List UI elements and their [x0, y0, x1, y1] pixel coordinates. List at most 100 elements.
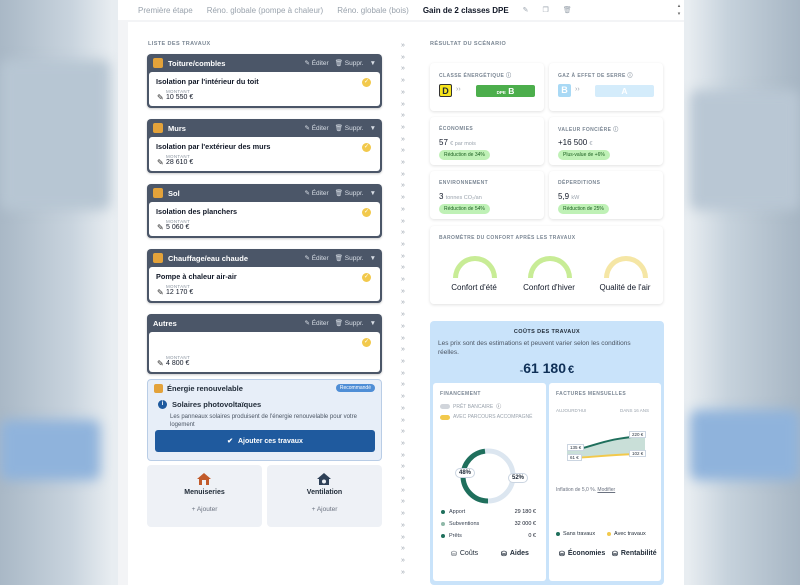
heating-icon	[153, 253, 163, 263]
tab-savings[interactable]: ⛁ Économies	[559, 550, 606, 558]
solar-description: Les panneaux solaires produisent de l'én…	[170, 414, 357, 428]
land-value: +16 500 €	[558, 138, 593, 147]
monthly-bills-panel: FACTURES MENSUELLES AUJOURD'HUI DANS 16 …	[549, 383, 661, 581]
works-title: LISTE DES TRAVAUX	[148, 41, 211, 47]
chevron-down-icon[interactable]: ▼	[369, 59, 376, 67]
work-card-header: Chauffage/eau chaude ✎ Éditer 🗑 Suppr. ▼	[147, 249, 382, 267]
savings-value: 57 € par mois	[439, 138, 476, 147]
today-label: AUJOURD'HUI	[556, 408, 587, 413]
edit-button[interactable]: ✎ Éditer	[304, 255, 329, 262]
check-icon: ✓	[362, 273, 371, 282]
legend-with: Avec travaux	[607, 531, 646, 537]
pct-right: 52%	[508, 473, 529, 483]
chevron-down-icon[interactable]: ▼	[369, 319, 376, 327]
work-item[interactable]: Pompe à chaleur air-air ✎ MONTANT 12 170…	[149, 267, 380, 301]
amount-value: 12 170 €	[166, 289, 194, 296]
comfort-gauge	[604, 256, 648, 278]
reduction-pill: Réduction de 54%	[439, 204, 490, 214]
add-button[interactable]: + Ajouter	[311, 506, 338, 513]
tile-label: Menuiseries	[184, 489, 225, 496]
work-category: Chauffage/eau chaude	[168, 253, 249, 263]
info-icon: ⓘ	[496, 404, 502, 410]
ges-from-badge: B	[558, 84, 571, 97]
tab-gain-dpe[interactable]: Gain de 2 classes DPE	[422, 5, 509, 15]
copy-icon[interactable]: ❐	[542, 7, 549, 14]
expenses-value: 5,9 kW	[558, 192, 580, 201]
roof-icon	[153, 58, 163, 68]
edit-button[interactable]: ✎ Éditer	[304, 320, 329, 327]
card-label: GAZ À EFFET DE SERRE ⓘ	[558, 73, 633, 79]
tab-profitability[interactable]: ⛁ Rentabilité	[612, 550, 657, 558]
coins-icon: ⛁	[451, 551, 457, 558]
work-card: Murs ✎ Éditer 🗑 Suppr. ▼ Isolation par l'e…	[147, 119, 382, 173]
add-button[interactable]: + Ajouter	[191, 506, 218, 513]
renewable-title: Énergie renouvelable	[154, 384, 243, 393]
comfort-gauge	[453, 256, 497, 278]
legend-without: Sans travaux	[556, 531, 595, 537]
label-135: 135 €	[567, 444, 585, 451]
bank-loan-toggle[interactable]: PRÊT BANCAIRE ⓘ	[440, 403, 501, 410]
land-value-card: VALEUR FONCIÈRE ⓘ +16 500 € Plus-value d…	[549, 117, 663, 165]
amount-value: 28 610 €	[166, 159, 194, 166]
tab-costs[interactable]: ⛁ Coûts	[451, 550, 479, 558]
delete-button[interactable]: 🗑 Suppr.	[334, 125, 364, 132]
tab-aids[interactable]: ⛁ Aides	[501, 550, 529, 558]
work-category: Toiture/combles	[168, 58, 226, 68]
work-card: Sol ✎ Éditer 🗑 Suppr. ▼ Isolation des plan…	[147, 184, 382, 238]
future-label: DANS 16 ANS	[620, 408, 650, 413]
modify-link[interactable]: Modifier	[597, 487, 616, 493]
work-card: Chauffage/eau chaude ✎ Éditer 🗑 Suppr. ▼ P…	[147, 249, 382, 303]
pencil-icon: ✎	[157, 223, 164, 232]
tile-menuiseries[interactable]: Menuiseries + Ajouter	[147, 465, 262, 527]
delete-button[interactable]: 🗑 Suppr.	[334, 190, 364, 197]
savings-card: ÉCONOMIES 57 € par mois Réduction de 34%	[430, 117, 544, 165]
tab-premiere-etape[interactable]: Première étape	[138, 5, 193, 15]
add-works-button[interactable]: ✔ Ajouter ces travaux	[155, 430, 375, 452]
tile-ventilation[interactable]: Ventilation + Ajouter	[267, 465, 382, 527]
chevron-down-icon[interactable]: ▼	[369, 254, 376, 262]
check-icon: ✓	[362, 143, 371, 152]
card-label: BAROMÈTRE DU CONFORT APRÈS LES TRAVAUX	[439, 235, 576, 241]
info-icon: i	[158, 400, 167, 409]
amount-label: MONTANT	[166, 355, 191, 360]
amount-label: MONTANT	[166, 89, 191, 94]
tab-reno-pac[interactable]: Réno. globale (pompe à chaleur)	[206, 5, 324, 15]
amount-value: 10 550 €	[166, 94, 194, 101]
pct-left: 48%	[455, 468, 476, 478]
chevron-down-icon[interactable]: ▼	[369, 124, 376, 132]
delete-button[interactable]: 🗑 Suppr.	[334, 255, 364, 262]
amount-value: 5 060 €	[166, 224, 190, 231]
delete-button[interactable]: 🗑 Suppr.	[334, 320, 364, 327]
wall-icon	[153, 123, 163, 133]
work-item[interactable]: Isolation par l'extérieur des murs ✎ MON…	[149, 137, 380, 171]
renewable-energy-panel: Énergie renouvelable Recommandé i Solaire…	[147, 379, 382, 461]
work-item[interactable]: ✎ MONTANT 4 800 € ✓	[149, 332, 380, 372]
tab-reno-bois[interactable]: Réno. globale (bois)	[337, 5, 409, 15]
work-item-name: Pompe à chaleur air-air	[156, 272, 237, 281]
chevron-down-icon[interactable]: ▼	[369, 189, 376, 197]
monthly-label: FACTURES MENSUELLES	[556, 391, 627, 397]
environment-card: ENVIRONNEMENT 3 tonnes CO₂/an Réduction …	[430, 171, 544, 219]
work-item-name: Isolation des planchers	[156, 207, 238, 216]
accompanied-toggle[interactable]: AVEC PARCOURS ACCOMPAGNÉ	[440, 414, 532, 420]
trash-icon[interactable]: 🗑	[562, 7, 572, 14]
house-sun-icon	[154, 384, 163, 393]
comfort-label: Qualité de l'air	[599, 283, 651, 292]
coins-icon: ⛁	[612, 551, 618, 558]
work-item[interactable]: Isolation des planchers ✎ MONTANT 5 060 …	[149, 202, 380, 236]
edit-button[interactable]: ✎ Éditer	[304, 190, 329, 197]
work-card: Autres ✎ Éditer 🗑 Suppr. ▼ ✎ MONTANT 4 800…	[147, 314, 382, 374]
work-item[interactable]: Isolation par l'intérieur du toit ✎ MONT…	[149, 72, 380, 106]
floor-icon	[153, 188, 163, 198]
tabs-scroll[interactable]: ▴ ▾	[677, 3, 681, 17]
edit-button[interactable]: ✎ Éditer	[304, 125, 329, 132]
pencil-icon[interactable]: ✎	[522, 7, 529, 14]
edit-button[interactable]: ✎ Éditer	[304, 60, 329, 67]
financing-label: FINANCEMENT	[440, 391, 481, 397]
delete-button[interactable]: 🗑 Suppr.	[334, 60, 364, 67]
amount-label: MONTANT	[166, 154, 191, 159]
background-blur	[690, 90, 800, 210]
plus-value-pill: Plus-value de +6%	[558, 150, 610, 160]
comfort-card: BAROMÈTRE DU CONFORT APRÈS LES TRAVAUX C…	[430, 226, 663, 304]
label-61: 61 €	[567, 454, 582, 461]
